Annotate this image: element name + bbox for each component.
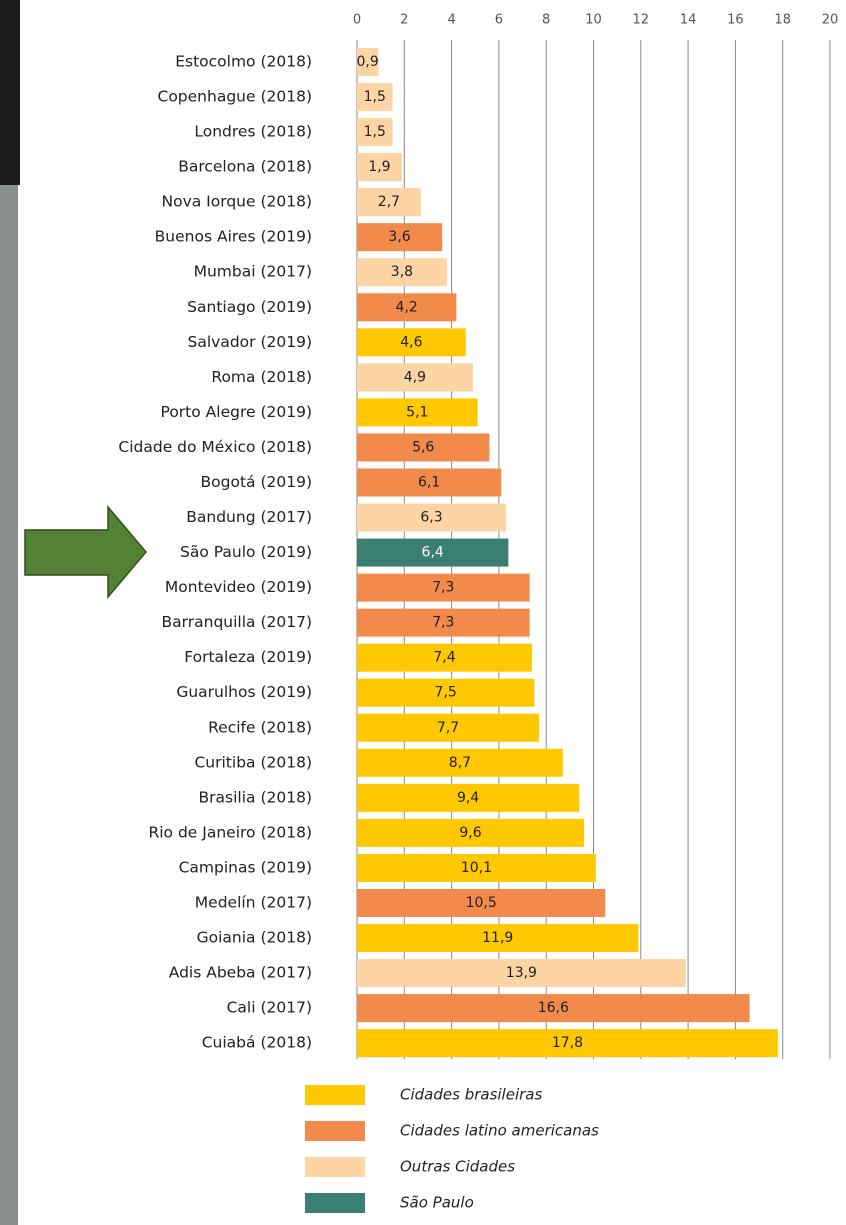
value-label: 9,6 <box>459 825 481 841</box>
value-label: 6,1 <box>418 474 440 490</box>
y-tick-label: Curitiba (2018) <box>194 753 312 771</box>
y-tick-label: Adis Abeba (2017) <box>169 964 312 982</box>
y-tick-label: Bogotá (2019) <box>201 473 312 491</box>
chart: 0 2 4 6 8 10 12 14 16 18 20 Estocolmo (2018) Copenha… <box>0 0 846 1225</box>
value-label: 16,6 <box>538 1000 569 1016</box>
highlight-arrow <box>25 507 146 597</box>
y-tick-label: Goiania (2018) <box>197 929 312 947</box>
legend-label: Cidades brasileiras <box>400 1086 542 1104</box>
x-tick-label: 4 <box>447 13 455 28</box>
value-label: 13,9 <box>506 965 537 981</box>
value-label: 7,7 <box>437 720 459 736</box>
x-tick-label: 2 <box>400 13 408 28</box>
photo-strip <box>0 0 20 185</box>
value-label: 11,9 <box>482 930 513 946</box>
value-label: 4,6 <box>400 334 422 350</box>
y-tick-label: Londres (2018) <box>194 123 312 141</box>
value-label: 5,6 <box>412 439 434 455</box>
legend-label: Outras Cidades <box>400 1158 515 1176</box>
x-tick-label: 16 <box>727 13 744 28</box>
value-label: 17,8 <box>552 1035 583 1051</box>
legend-label: São Paulo <box>400 1194 474 1212</box>
x-tick-label: 8 <box>542 13 550 28</box>
value-label: 2,7 <box>378 194 400 210</box>
value-label: 7,5 <box>435 685 457 701</box>
y-tick-label: Rio de Janeiro (2018) <box>148 823 312 841</box>
value-label: 3,6 <box>388 229 410 245</box>
y-tick-label: Barcelona (2018) <box>178 158 312 176</box>
value-label: 4,2 <box>396 299 418 315</box>
y-tick-label: Guarulhos (2019) <box>176 683 312 701</box>
x-tick-label: 10 <box>585 13 602 28</box>
y-tick-label: Brasilia (2018) <box>199 788 312 806</box>
y-tick-label: Cidade do México (2018) <box>118 438 312 456</box>
y-tick-label: Cali (2017) <box>227 999 312 1017</box>
x-tick-label: 14 <box>680 13 697 28</box>
x-tick-label: 0 <box>353 13 361 28</box>
value-label: 10,5 <box>466 895 497 911</box>
value-label: 1,5 <box>364 89 386 105</box>
y-tick-label: Fortaleza (2019) <box>184 648 312 666</box>
y-tick-label: Medelín (2017) <box>195 893 312 911</box>
x-tick-label: 12 <box>633 13 650 28</box>
y-tick-label: Recife (2018) <box>208 718 312 736</box>
value-label: 1,5 <box>364 124 386 140</box>
y-tick-label: Barranquilla (2017) <box>162 613 312 631</box>
value-label: 0,9 <box>357 54 379 70</box>
y-tick-label: Copenhague (2018) <box>158 88 313 106</box>
photo-strip <box>0 185 18 1225</box>
x-tick-label: 18 <box>774 13 791 28</box>
value-label: 6,4 <box>422 545 444 561</box>
value-label: 7,3 <box>432 615 454 631</box>
y-tick-label: Mumbai (2017) <box>194 263 312 281</box>
value-label: 9,4 <box>457 790 479 806</box>
value-label: 3,8 <box>391 264 413 280</box>
y-tick-label: Nova Iorque (2018) <box>162 193 313 211</box>
y-tick-label: Cuiabá (2018) <box>202 1034 312 1052</box>
value-label: 1,9 <box>368 159 390 175</box>
value-label: 7,4 <box>433 650 455 666</box>
legend-swatch <box>305 1193 365 1213</box>
value-label: 10,1 <box>461 860 492 876</box>
legend-swatch <box>305 1085 365 1105</box>
y-tick-label: Roma (2018) <box>211 368 312 386</box>
y-tick-label: Campinas (2019) <box>179 858 312 876</box>
value-label: 8,7 <box>449 755 471 771</box>
x-tick-label: 6 <box>495 13 503 28</box>
y-tick-label: Bandung (2017) <box>186 508 312 526</box>
value-label: 4,9 <box>404 369 426 385</box>
y-tick-label: Estocolmo (2018) <box>175 53 312 71</box>
value-label: 6,3 <box>420 510 442 526</box>
value-label: 5,1 <box>406 404 428 420</box>
legend-swatch <box>305 1121 365 1141</box>
y-tick-label: Montevideo (2019) <box>165 578 312 596</box>
value-label: 7,3 <box>432 580 454 596</box>
y-tick-label: Buenos Aires (2019) <box>155 228 312 246</box>
y-tick-label: Salvador (2019) <box>188 333 312 351</box>
x-tick-label: 20 <box>822 13 839 28</box>
y-tick-label: São Paulo (2019) <box>180 543 312 561</box>
legend-swatch <box>305 1157 365 1177</box>
legend-label: Cidades latino americanas <box>400 1122 599 1140</box>
y-tick-label: Porto Alegre (2019) <box>161 403 312 421</box>
y-tick-label: Santiago (2019) <box>187 298 312 316</box>
